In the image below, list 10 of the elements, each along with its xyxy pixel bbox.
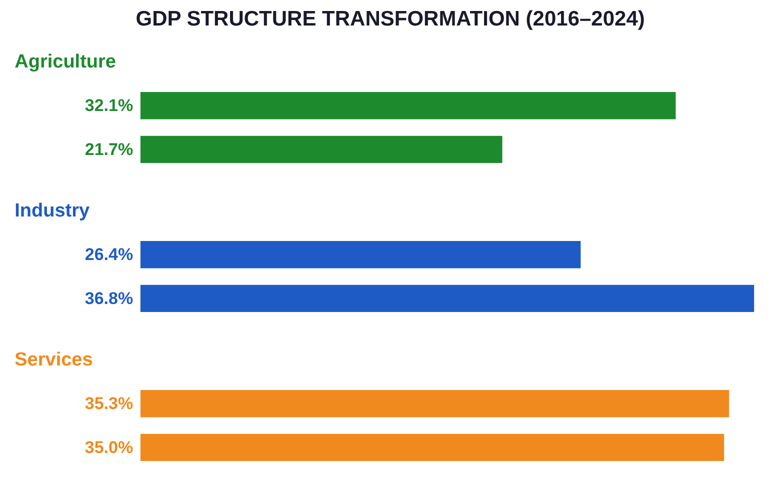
data-label: 35.3% [84,394,134,414]
chart-title: GDP STRUCTURE TRANSFORMATION (2016–2024) [136,8,645,30]
data-label: 32.1% [84,96,134,116]
data-label: 21.7% [84,140,134,159]
data-label: 36.8% [84,288,134,308]
y-tick-label: Services [14,349,93,370]
data-label: 35.0% [84,438,134,457]
y-tick-label: Industry [14,200,90,222]
y-tick-label: Agriculture [14,51,116,72]
data-label: 26.4% [84,245,134,264]
